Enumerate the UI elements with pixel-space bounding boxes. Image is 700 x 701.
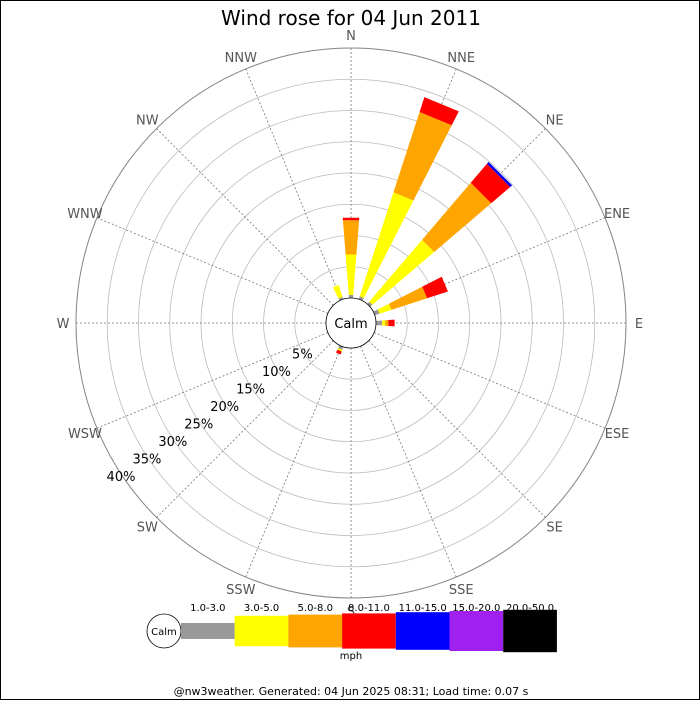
bar-ne-1.0-3.0 [367,301,373,307]
legend-bin-label: 20.0-50.0 [506,603,554,614]
direction-label-wnw: WNW [67,207,103,222]
bar-nne-8.0-11.0 [419,97,459,126]
bar-n-3.0-5.0 [345,254,357,295]
bar-ne-3.0-5.0 [369,239,435,305]
bar-ne-8.0-11.0 [470,163,511,204]
direction-label-sse: SSE [449,583,474,598]
ring-label: 20% [210,400,239,415]
spoke-ssw [245,345,342,578]
direction-label-s: S [347,605,355,620]
ring-label: 25% [184,417,213,432]
direction-label-ssw: SSW [226,583,256,598]
bar-n-1.0-3.0 [348,294,354,299]
bar-n-5.0-8.0 [342,220,360,255]
bar-e-3.0-5.0 [382,320,386,326]
footer-text: @nw3weather. Generated: 04 Jun 2025 08:3… [174,685,529,698]
bar-ssw-8.0-11.0 [335,349,342,355]
bar-ne-5.0-8.0 [422,182,492,252]
legend-swatch-8.0-11.0 [342,613,396,649]
direction-label-w: W [57,317,70,332]
legend-bin-label: 3.0-5.0 [244,603,279,614]
legend-swatch-11.0-15.0 [395,612,450,650]
legend-swatch-3.0-5.0 [234,615,289,647]
spoke-wnw [96,217,329,314]
direction-label-n: N [346,29,356,44]
ring-label: 30% [158,435,187,450]
bar-nne-3.0-5.0 [359,192,414,298]
direction-label-ese: ESE [605,427,630,442]
bar-e-8.0-11.0 [388,319,395,327]
bar-ene-5.0-8.0 [388,286,428,310]
ring-label: 40% [107,470,136,485]
direction-label-e: E [635,317,643,332]
bar-ssw-3.0-5.0 [337,348,343,352]
ring-label: 10% [262,365,291,380]
bar-nne-5.0-8.0 [393,111,452,201]
bar-n-8.0-11.0 [342,217,360,221]
wind-bars [332,97,513,355]
direction-label-nne: NNE [447,51,475,66]
calm-label: Calm [334,317,367,332]
direction-label-se: SE [546,521,562,536]
spoke-nnw [245,68,342,301]
ring-label: 15% [236,382,265,397]
calm-circle [325,297,377,349]
direction-label-nnw: NNW [225,51,257,66]
grid-ring [138,110,564,536]
legend-unit: mph [340,651,362,662]
bar-e-1.0-3.0 [375,320,383,326]
bar-ne-11.0-15.0 [486,161,513,188]
bar-nnw-3.0-5.0 [332,284,343,299]
legend-bin-label: 5.0-8.0 [298,603,333,614]
ring-labels: 5%10% 15% 20% 25% 30% 35% 40% [107,347,313,484]
ring-label: 35% [132,452,161,467]
direction-label-wsw: WSW [68,427,102,442]
spoke-se [368,340,546,518]
spoke-sw [156,340,334,518]
spoke-wsw [96,332,329,429]
grid-ring [106,78,596,568]
chart-title: Wind rose for 04 Jun 2011 [221,6,481,30]
spoke-sse [360,345,457,578]
legend-bin-label: 1.0-3.0 [190,603,225,614]
speed-legend: Calm 1.0-3.0 3.0-5.0 5.0-8.0 8.0-11.0 11.0-15… [146,603,557,662]
direction-label-sw: SW [137,521,158,536]
direction-labels: N NNE NE ENE E ESE SE SSE S SSW SW WSW W WNW NW NNW [57,29,644,620]
spoke-nw [156,128,334,306]
direction-label-nw: NW [136,113,159,128]
direction-label-ne: NE [546,113,564,128]
ring-label: 5% [292,347,313,362]
bar-ene-3.0-5.0 [377,303,392,314]
legend-swatch-15.0-20.0 [449,611,504,651]
direction-label-ene: ENE [604,207,630,222]
legend-calm-label: Calm [151,627,177,638]
spoke-ese [373,332,606,429]
legend-bin-label: 8.0-11.0 [348,603,390,614]
bar-ene-1.0-3.0 [373,309,380,316]
bar-ene-8.0-11.0 [422,276,448,299]
legend-swatch-5.0-8.0 [288,614,343,648]
legend-bin-label: 11.0-15.0 [399,603,447,614]
legend-bin-label: 15.0-20.0 [452,603,500,614]
calm-center: Calm [325,297,377,349]
bar-e-5.0-8.0 [385,320,389,326]
legend-swatch-20.0-50.0 [503,609,557,653]
bar-nnw-1.0-3.0 [338,296,344,301]
legend-swatch-1.0-3.0 [181,623,235,639]
